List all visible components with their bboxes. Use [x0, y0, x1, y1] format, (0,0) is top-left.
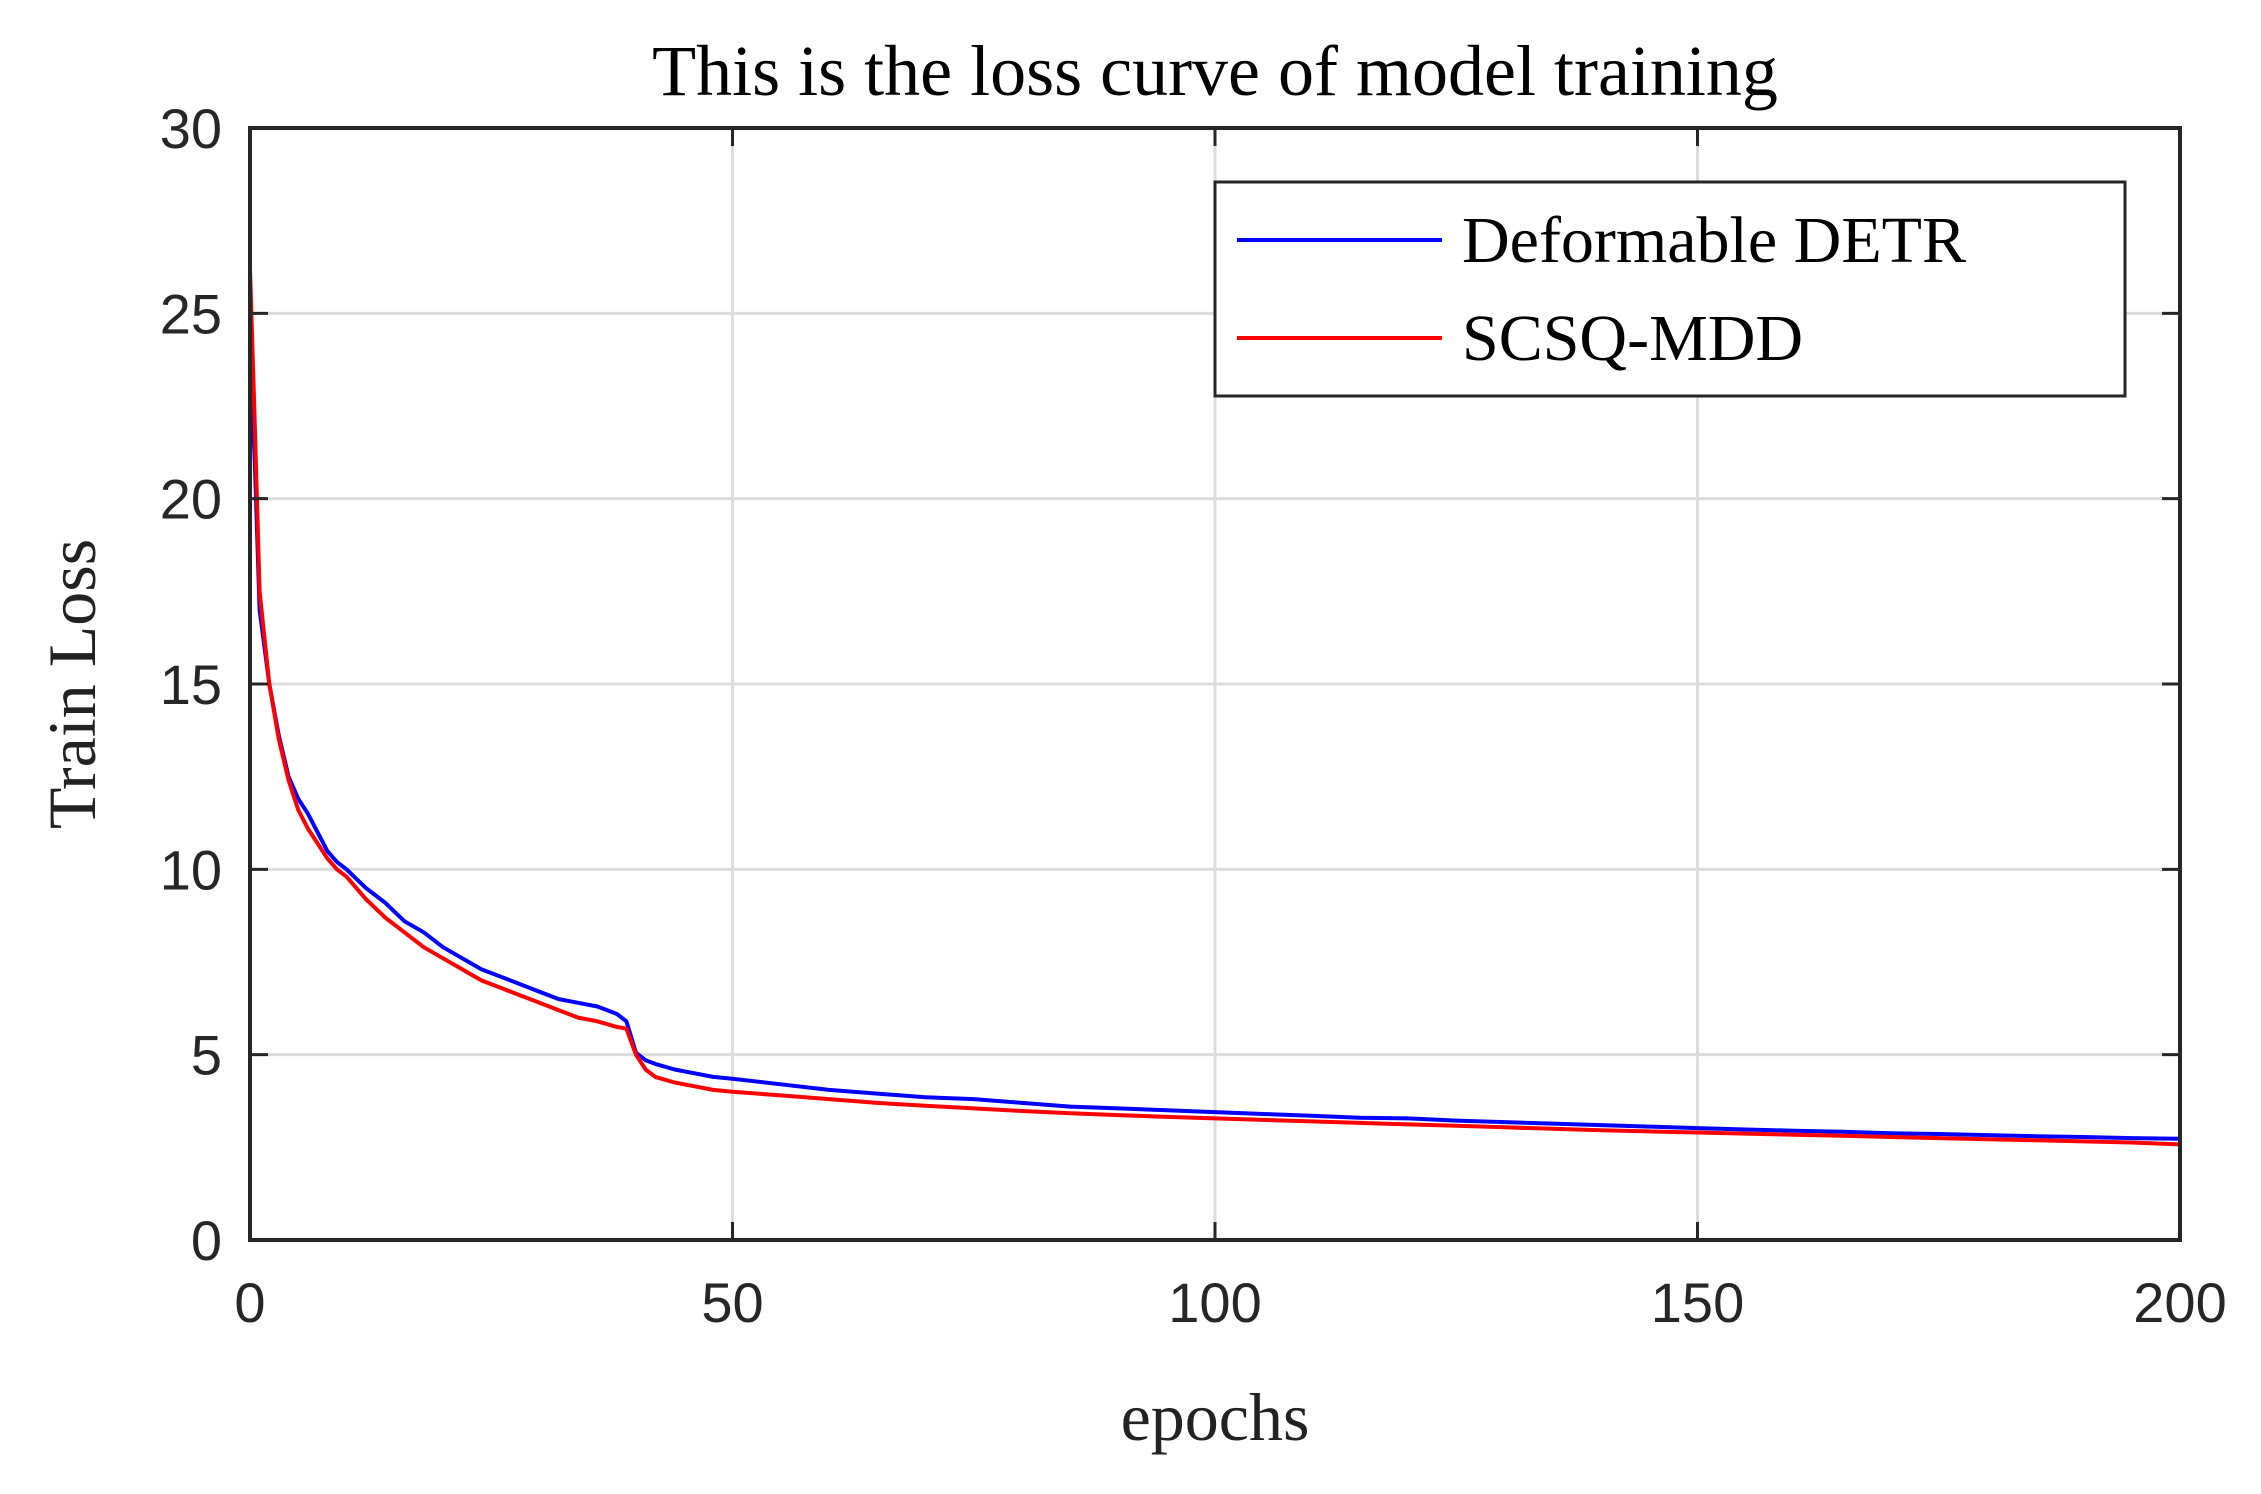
- tick-layer: 0 50 100 150 200 0 5 10 15 20 25 30: [160, 97, 2227, 1334]
- legend-label-scsq-mdd: SCSQ-MDD: [1462, 302, 1803, 375]
- y-tick-label-5: 25: [160, 282, 222, 345]
- x-tick-label-3: 150: [1651, 1271, 1744, 1334]
- y-tick-label-1: 5: [191, 1024, 222, 1087]
- chart-title: This is the loss curve of model training: [652, 31, 1778, 111]
- legend: Deformable DETR SCSQ-MDD: [1213, 180, 2127, 398]
- legend-label-deformable-detr: Deformable DETR: [1462, 204, 1966, 277]
- x-tick-label-4: 200: [2133, 1271, 2226, 1334]
- y-tick-label-0: 0: [191, 1209, 222, 1272]
- y-tick-label-3: 15: [160, 653, 222, 716]
- y-tick-label-4: 20: [160, 468, 222, 531]
- y-tick-label-2: 10: [160, 838, 222, 901]
- y-axis-label: Train Loss: [34, 539, 110, 829]
- series-line-deformable-detr: [248, 350, 2181, 1141]
- series-layer: [248, 268, 2181, 1147]
- x-tick-label-1: 50: [701, 1271, 763, 1334]
- x-axis-label: epochs: [1121, 1379, 1310, 1455]
- y-tick-label-6: 30: [160, 97, 222, 160]
- series-line-scsq-mdd: [248, 268, 2181, 1147]
- x-tick-label-2: 100: [1168, 1271, 1261, 1334]
- x-tick-label-0: 0: [234, 1271, 265, 1334]
- legend-box: [1213, 180, 2127, 398]
